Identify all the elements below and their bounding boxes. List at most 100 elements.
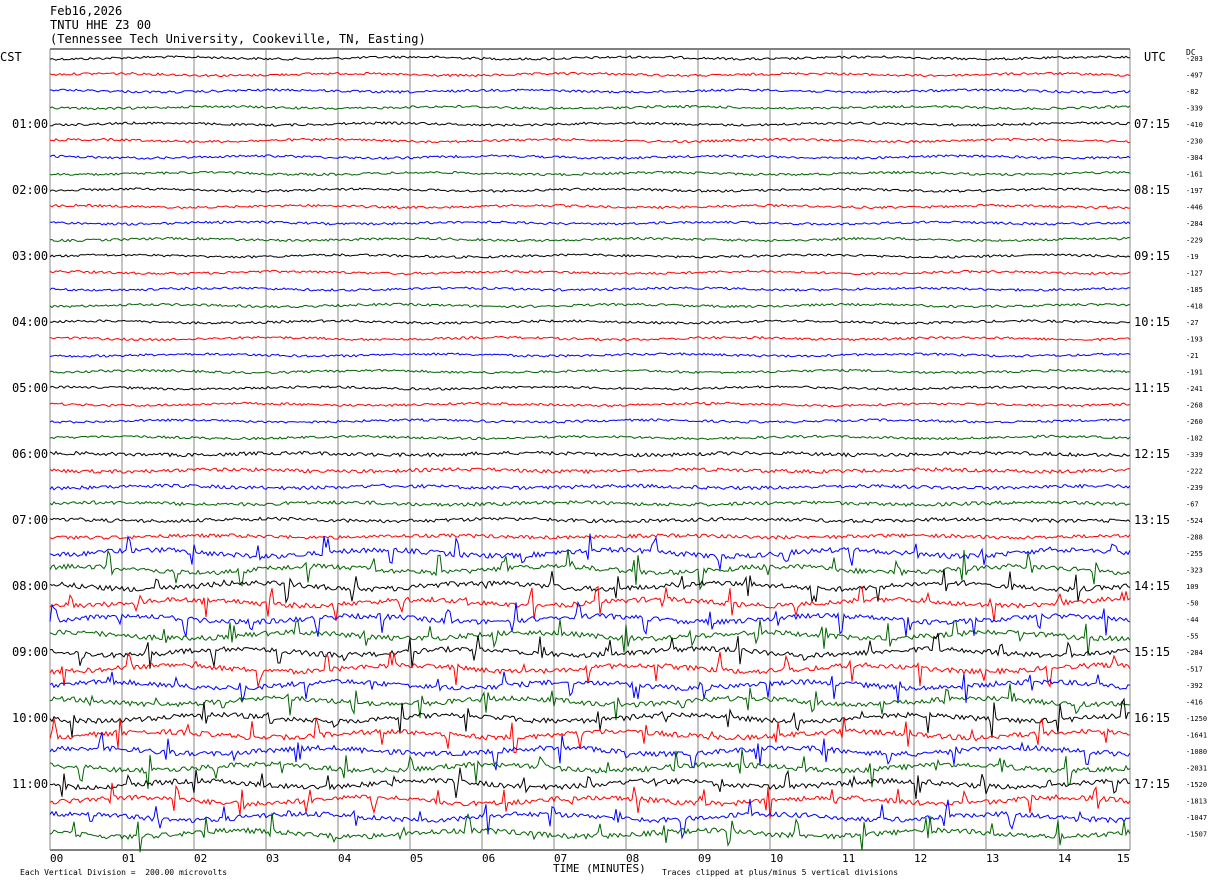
utc-hour-label: 12:15 xyxy=(1134,447,1170,461)
dc-offset-label: -50 xyxy=(1186,600,1199,608)
dc-offset-label: -446 xyxy=(1186,204,1203,212)
seismic-trace xyxy=(49,368,1131,375)
dc-offset-label: -416 xyxy=(1186,699,1203,707)
seismic-trace xyxy=(49,319,1131,325)
dc-offset-label: -27 xyxy=(1186,319,1199,327)
seismic-trace xyxy=(49,286,1131,292)
seismic-trace xyxy=(49,697,1131,738)
dc-offset-label: -197 xyxy=(1186,187,1203,195)
seismic-trace xyxy=(49,434,1131,441)
seismic-trace xyxy=(49,549,1131,591)
seismic-trace xyxy=(49,385,1131,391)
dc-offset-label: -102 xyxy=(1186,435,1203,443)
utc-hour-label: 08:15 xyxy=(1134,183,1170,197)
cst-hour-label: 02:00 xyxy=(12,183,48,197)
seismic-trace xyxy=(49,619,1131,656)
seismic-trace xyxy=(49,671,1131,703)
seismic-trace xyxy=(49,732,1131,771)
utc-hour-label: 17:15 xyxy=(1134,777,1170,791)
dc-offset-label: -1813 xyxy=(1186,798,1207,806)
seismic-trace xyxy=(49,203,1130,210)
x-tick-label: 07 xyxy=(554,852,567,865)
dc-offset-label: -127 xyxy=(1186,270,1203,278)
x-tick-label: 09 xyxy=(698,852,711,865)
cst-hour-label: 08:00 xyxy=(12,579,48,593)
dc-offset-label: -229 xyxy=(1186,237,1203,245)
dc-offset-label: -67 xyxy=(1186,501,1199,509)
dc-offset-label: -55 xyxy=(1186,633,1199,641)
dc-label: DC xyxy=(1186,48,1196,57)
cst-hour-label: 11:00 xyxy=(12,777,48,791)
x-tick-label: 02 xyxy=(194,852,207,865)
dc-offset-label: -21 xyxy=(1186,352,1199,360)
dc-offset-label: -323 xyxy=(1186,567,1203,575)
dc-offset-label: -191 xyxy=(1186,369,1203,377)
seismic-trace xyxy=(49,220,1131,226)
x-tick-label: 06 xyxy=(482,852,495,865)
x-tick-label: 12 xyxy=(914,852,927,865)
seismic-trace xyxy=(49,335,1131,342)
x-tick-label: 05 xyxy=(410,852,423,865)
dc-offset-label: -268 xyxy=(1186,402,1203,410)
seismic-trace xyxy=(49,812,1131,853)
dc-offset-label: -241 xyxy=(1186,385,1203,393)
seismic-trace xyxy=(49,187,1131,193)
cst-hour-label: 07:00 xyxy=(12,513,48,527)
seismic-trace xyxy=(49,71,1131,78)
scale-note: Each Vertical Division = 200.00 microvol… xyxy=(20,868,228,877)
seismic-trace xyxy=(49,466,1131,475)
seismic-trace xyxy=(49,568,1131,605)
seismic-trace xyxy=(49,533,1131,571)
seismic-trace xyxy=(49,302,1131,309)
cst-hour-label: 04:00 xyxy=(12,315,48,329)
seismic-trace xyxy=(49,585,1131,622)
x-tick-label: 08 xyxy=(626,852,639,865)
dc-offset-label: -517 xyxy=(1186,666,1203,674)
dc-offset-label: -19 xyxy=(1186,253,1199,261)
dc-offset-label: -1520 xyxy=(1186,781,1207,789)
seismic-trace xyxy=(49,352,1131,358)
dc-offset-label: -339 xyxy=(1186,105,1203,113)
dc-offset-label: -239 xyxy=(1186,484,1203,492)
seismic-trace xyxy=(49,170,1131,177)
seismic-trace xyxy=(49,401,1131,408)
dc-offset-label: 109 xyxy=(1186,583,1199,591)
seismic-trace xyxy=(49,716,1131,754)
seismic-trace xyxy=(49,499,1131,507)
seismic-trace xyxy=(49,767,1131,800)
dc-offset-label: -284 xyxy=(1186,220,1203,228)
seismic-trace xyxy=(49,418,1131,424)
seismic-trace xyxy=(49,749,1131,789)
dc-offset-label: -288 xyxy=(1186,534,1203,542)
dc-offset-label: -255 xyxy=(1186,550,1203,558)
cst-label: CST xyxy=(0,50,22,64)
plot-date: Feb16,2026 xyxy=(50,4,123,18)
utc-hour-label: 15:15 xyxy=(1134,645,1170,659)
utc-hour-label: 16:15 xyxy=(1134,711,1170,725)
x-tick-label: 13 xyxy=(986,852,999,865)
seismic-trace xyxy=(49,104,1131,111)
seismic-trace xyxy=(49,121,1131,127)
x-tick-label: 15 xyxy=(1117,852,1130,865)
x-tick-label: 14 xyxy=(1058,852,1072,865)
dc-offset-label: -193 xyxy=(1186,336,1203,344)
seismic-trace xyxy=(49,782,1131,819)
seismic-trace xyxy=(49,137,1131,144)
dc-offset-label: -1641 xyxy=(1186,732,1207,740)
seismic-trace xyxy=(49,683,1131,721)
seismic-trace xyxy=(49,450,1131,458)
utc-hour-label: 14:15 xyxy=(1134,579,1170,593)
seismic-trace xyxy=(49,632,1131,669)
seismic-trace xyxy=(49,253,1131,259)
dc-offset-label: -497 xyxy=(1186,72,1203,80)
dc-offset-label: -185 xyxy=(1186,286,1203,294)
x-tick-label: 04 xyxy=(338,852,352,865)
x-tick-label: 10 xyxy=(770,852,783,865)
dc-offset-label: -82 xyxy=(1186,88,1199,96)
dc-offset-label: -230 xyxy=(1186,138,1203,146)
dc-offset-label: -1507 xyxy=(1186,831,1207,839)
utc-hour-label: 07:15 xyxy=(1134,117,1170,131)
dc-offset-label: -161 xyxy=(1186,171,1203,179)
dc-offset-label: -1080 xyxy=(1186,748,1207,756)
